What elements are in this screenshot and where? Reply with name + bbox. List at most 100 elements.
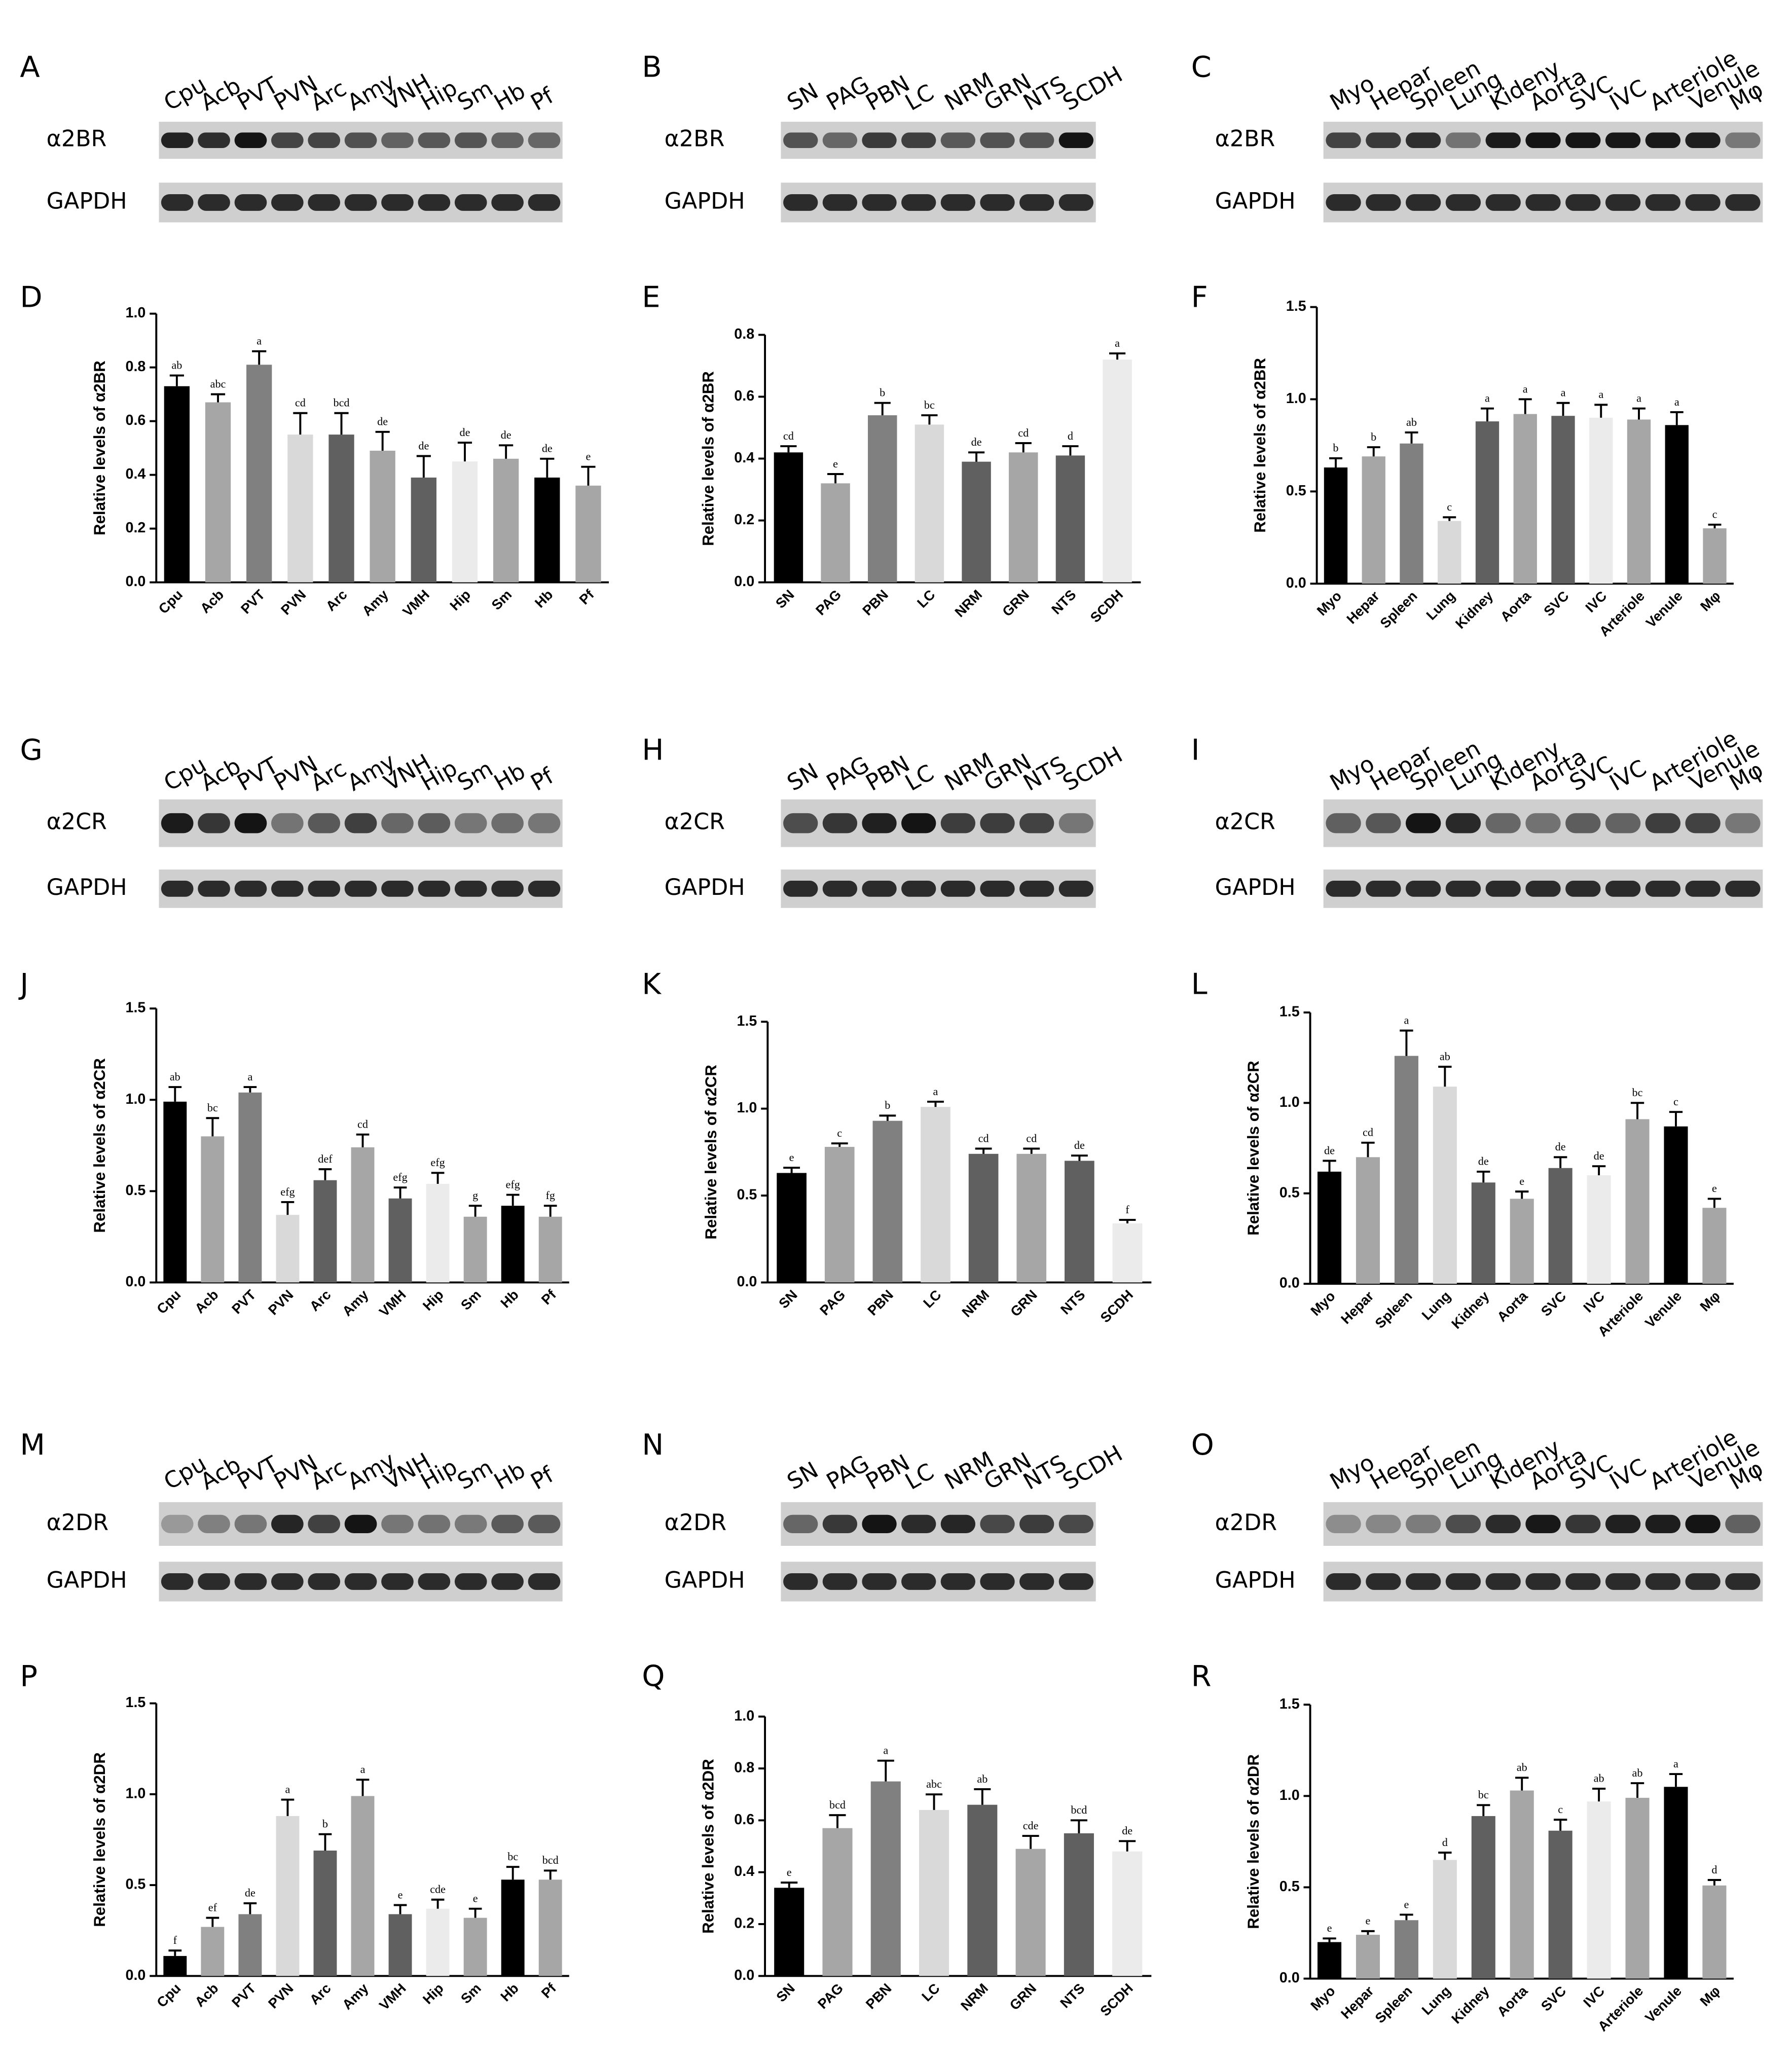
x-tick-label: GRN [999, 587, 1032, 620]
error-bar [1329, 457, 1342, 468]
y-tick-label: 1.0 [1286, 390, 1306, 407]
x-tick-label: Mφ [1697, 1983, 1723, 2009]
error-bar [393, 1186, 407, 1199]
band [1058, 194, 1094, 211]
bar [313, 1850, 337, 1976]
error-bar [506, 1193, 520, 1206]
bar [287, 435, 313, 583]
bar [1433, 1087, 1457, 1284]
y-tick-label: 0.0 [125, 1274, 145, 1290]
row-label: GAPDH [665, 875, 745, 900]
band [1725, 132, 1761, 149]
significance-letter: de [377, 415, 388, 428]
error-bar [827, 473, 844, 484]
band [198, 813, 230, 834]
bar [205, 402, 231, 583]
band [1445, 813, 1481, 834]
lane-label: IVC [1605, 1454, 1651, 1495]
x-tick-label: Pf [538, 1286, 560, 1308]
band [308, 1514, 341, 1533]
panel-letter: B [642, 50, 662, 84]
x-tick-label: NTS [1057, 1980, 1088, 2011]
x-tick-label: PVT [238, 587, 268, 617]
significance-letter: e [833, 457, 838, 470]
band [940, 813, 976, 834]
band [271, 132, 304, 149]
bar [538, 1879, 562, 1976]
band [940, 1514, 976, 1533]
lane-label: Pf [527, 83, 559, 116]
bar [1471, 1816, 1495, 1979]
error-bar [540, 457, 555, 478]
bar [777, 1173, 807, 1283]
band [901, 132, 936, 149]
lane-label: IVC [1605, 75, 1651, 116]
band [1685, 194, 1721, 211]
significance-letter: bc [1632, 1086, 1643, 1099]
band [940, 194, 976, 211]
band [1605, 132, 1641, 149]
band [1485, 813, 1521, 834]
bar [1317, 1171, 1342, 1284]
bar [538, 1216, 562, 1283]
x-tick-label: Venule [1642, 1983, 1685, 2025]
error-bar [1323, 1937, 1336, 1942]
band [1565, 132, 1601, 149]
band [901, 1514, 936, 1533]
x-tick-label: Hip [420, 1287, 447, 1314]
bar [968, 1153, 999, 1283]
bar [163, 1956, 187, 1976]
significance-letter: d [1711, 1863, 1717, 1876]
band [1058, 880, 1094, 897]
x-tick-label: Arc [306, 1980, 334, 2008]
band [1525, 1573, 1561, 1590]
band [491, 1573, 524, 1590]
x-tick-label: SN [776, 1287, 800, 1312]
error-bar [1592, 1165, 1606, 1176]
band [1565, 880, 1601, 897]
band [454, 880, 487, 897]
band [234, 813, 267, 834]
bar [824, 1147, 855, 1283]
error-bar [334, 412, 349, 435]
band [271, 194, 304, 211]
bar [1548, 1168, 1572, 1284]
band [161, 813, 194, 834]
lane-label: SCDH [1058, 1440, 1127, 1495]
band [862, 1573, 897, 1590]
error-bar [431, 1172, 445, 1184]
significance-letter: cd [1026, 1132, 1037, 1144]
band [980, 1573, 1015, 1590]
x-tick-label: PAG [815, 1980, 846, 2012]
bar [1400, 443, 1423, 584]
band [1366, 132, 1401, 149]
y-tick-label: 1.0 [125, 1785, 145, 1801]
panel-letter: G [20, 733, 42, 767]
x-tick-label: Myo [1314, 588, 1345, 619]
x-tick-label: SN [773, 587, 797, 611]
significance-letter: d [1442, 1836, 1448, 1849]
panel-letter: A [20, 50, 40, 84]
error-bar [499, 444, 514, 459]
bar [463, 1216, 487, 1283]
panel-letter: N [642, 1428, 664, 1462]
band [344, 880, 377, 897]
y-tick-label: 0.0 [737, 1274, 757, 1290]
x-tick-label: Hepar [1338, 1983, 1377, 2022]
x-tick-label: Kidney [1448, 1288, 1492, 1332]
x-tick-label: VMH [376, 1287, 409, 1320]
significance-letter: cd [1018, 426, 1029, 439]
row-label: GAPDH [665, 188, 745, 214]
error-bar [356, 1133, 370, 1147]
error-bar [1361, 1930, 1375, 1935]
y-axis-label: Relative levels of α2DR [700, 1759, 717, 1934]
error-bar [243, 1086, 257, 1093]
band [901, 813, 936, 834]
band [381, 194, 414, 211]
error-bar [206, 1916, 220, 1927]
x-tick-label: Hb [532, 587, 556, 611]
bar [1551, 416, 1575, 584]
error-bar [968, 451, 985, 462]
bar [388, 1198, 412, 1283]
